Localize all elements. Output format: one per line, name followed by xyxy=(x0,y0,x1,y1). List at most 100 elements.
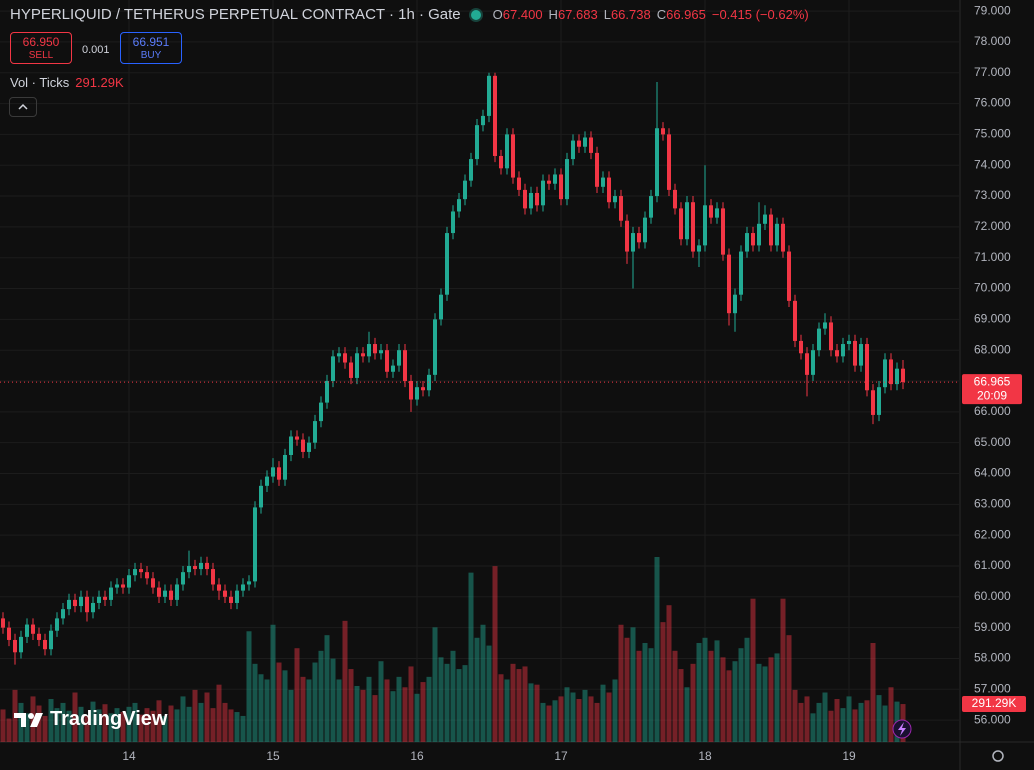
volume-bar xyxy=(816,702,822,742)
sell-button[interactable]: 66.950 SELL xyxy=(10,32,72,64)
candle-body xyxy=(823,322,827,329)
candle-body xyxy=(133,569,137,576)
volume-bar xyxy=(384,679,390,742)
candle-body xyxy=(283,455,287,480)
volume-bar xyxy=(828,710,834,742)
candle-body xyxy=(73,599,77,607)
volume-bar xyxy=(852,709,858,742)
volume-bar xyxy=(432,627,438,742)
candle-body xyxy=(325,381,329,403)
volume-bar xyxy=(612,679,618,742)
volume-bar xyxy=(246,631,252,742)
volume-bar xyxy=(678,669,684,742)
candle-body xyxy=(775,223,779,246)
collapse-button[interactable] xyxy=(9,97,37,117)
header: HYPERLIQUID / TETHERUS PERPETUAL CONTRAC… xyxy=(10,6,809,23)
volume-bar xyxy=(54,708,60,742)
volume-bar xyxy=(252,663,258,742)
candle-body xyxy=(553,174,557,184)
candle-body xyxy=(157,587,161,597)
volume-bar xyxy=(96,709,102,742)
candle-body xyxy=(595,152,599,187)
volume-bar xyxy=(426,676,432,742)
candle-body xyxy=(265,476,269,486)
candle-body xyxy=(127,575,131,588)
volume-bar xyxy=(804,696,810,742)
y-tick-label: 75.000 xyxy=(974,127,1011,141)
candle-body xyxy=(49,630,53,650)
candle-body xyxy=(871,390,875,415)
legend-value: 66.738 xyxy=(610,7,651,22)
y-tick-label: 65.000 xyxy=(974,435,1011,449)
candle-body xyxy=(331,356,335,382)
y-tick-label: 74.000 xyxy=(974,157,1011,171)
candle-body xyxy=(187,565,191,573)
volume-bar xyxy=(84,715,90,742)
candle-body xyxy=(865,344,869,391)
volume-bar xyxy=(204,692,210,742)
volume-bar xyxy=(468,572,474,742)
settings-icon xyxy=(992,750,1004,762)
volume-bar xyxy=(456,669,462,742)
candle-body xyxy=(241,584,245,591)
volume-bar xyxy=(234,712,240,742)
candle-body xyxy=(229,596,233,603)
volume-bar xyxy=(240,715,246,742)
volume-bar xyxy=(336,679,342,742)
y-tick-label: 59.000 xyxy=(974,620,1011,634)
candle-body xyxy=(367,344,371,357)
volume-bar xyxy=(372,695,378,742)
candle-body xyxy=(139,569,143,573)
candle-body xyxy=(289,436,293,456)
candle-body xyxy=(295,436,299,440)
volume-bar xyxy=(438,657,444,742)
candle-body xyxy=(847,340,851,345)
candle-body xyxy=(433,319,437,375)
candle-body xyxy=(1,618,5,628)
volume-bar xyxy=(594,702,600,742)
candle-body xyxy=(409,381,413,400)
y-tick-label: 71.000 xyxy=(974,250,1011,264)
volume-bar xyxy=(690,663,696,742)
volume-bar xyxy=(402,687,408,742)
candle-body xyxy=(391,365,395,372)
candle-body xyxy=(403,350,407,382)
volume-bar xyxy=(414,693,420,742)
volume-bar xyxy=(822,692,828,742)
candle-body xyxy=(751,233,755,246)
volume-bar xyxy=(882,705,888,742)
candle-body xyxy=(163,590,167,597)
volume-bar xyxy=(522,666,528,742)
volume-bar xyxy=(264,679,270,742)
candle-body xyxy=(547,180,551,184)
candle-body xyxy=(565,159,569,200)
volume-bar xyxy=(66,710,72,742)
candle-body xyxy=(733,294,737,314)
volume-bar xyxy=(450,650,456,742)
volume-label: 291.29K xyxy=(972,696,1017,710)
volume-bar xyxy=(768,657,774,742)
volume-bar xyxy=(474,637,480,742)
candle-body xyxy=(445,233,449,295)
candle-body xyxy=(79,596,83,607)
brand: TradingView xyxy=(12,708,167,731)
volume-bar xyxy=(666,605,672,742)
legend-key: L xyxy=(603,7,611,22)
candle-body xyxy=(631,233,635,252)
volume-bar xyxy=(444,663,450,742)
candle-body xyxy=(355,353,359,378)
candle-body xyxy=(217,584,221,591)
candle-body xyxy=(901,368,905,383)
volume-bar xyxy=(216,684,222,742)
candle-body xyxy=(493,75,497,156)
volume-bar xyxy=(510,663,516,742)
candle-body xyxy=(763,214,767,224)
y-tick-label: 60.000 xyxy=(974,589,1011,603)
volume-bar xyxy=(366,676,372,742)
volume-bar xyxy=(144,708,150,742)
volume-bar xyxy=(42,715,48,742)
candle-body xyxy=(181,572,185,585)
buy-button[interactable]: 66.951 BUY xyxy=(120,32,182,64)
candle-body xyxy=(61,609,65,619)
volume-bar xyxy=(630,627,636,742)
